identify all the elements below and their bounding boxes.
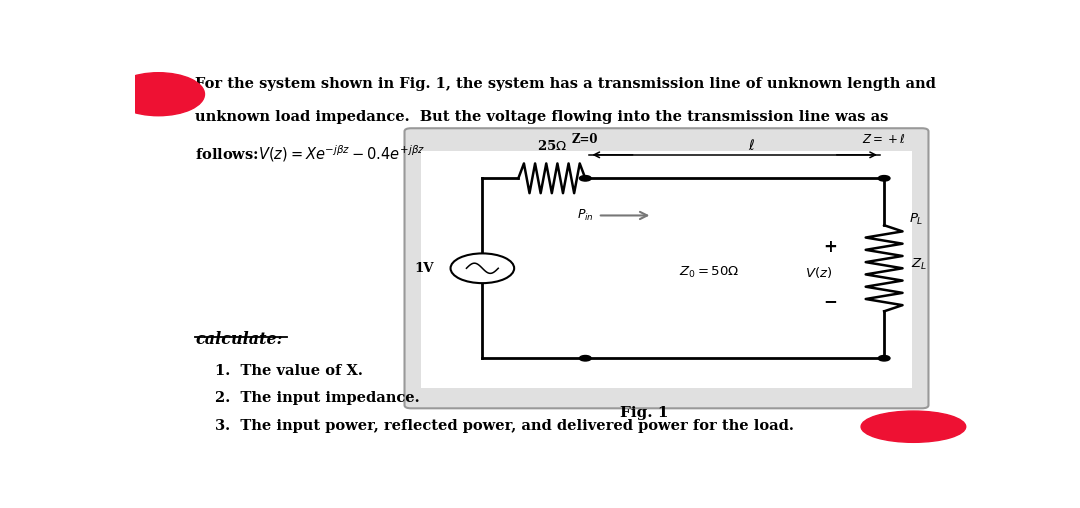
Circle shape — [878, 356, 890, 361]
Text: follows:$V(z) = Xe^{-j\beta z} - 0.4e^{+j\beta z}$: follows:$V(z) = Xe^{-j\beta z} - 0.4e^{+… — [195, 143, 426, 164]
Text: $P_{in}$: $P_{in}$ — [577, 208, 594, 223]
FancyBboxPatch shape — [421, 151, 912, 388]
Text: $V(z)$: $V(z)$ — [805, 265, 832, 280]
Ellipse shape — [861, 411, 966, 442]
Text: For the system shown in Fig. 1, the system has a transmission line of unknown le: For the system shown in Fig. 1, the syst… — [195, 77, 936, 90]
Text: $Z=+\ell$: $Z=+\ell$ — [863, 133, 906, 146]
Text: $Z_0 = 50\Omega$: $Z_0 = 50\Omega$ — [679, 265, 740, 280]
Text: $Z_L$: $Z_L$ — [910, 257, 927, 272]
Circle shape — [112, 73, 204, 116]
FancyBboxPatch shape — [405, 128, 929, 408]
Text: $P_L$: $P_L$ — [909, 212, 923, 227]
Text: 1V: 1V — [415, 262, 434, 275]
Text: Z=0: Z=0 — [572, 133, 598, 146]
Text: $\ell$: $\ell$ — [748, 138, 755, 153]
Text: +: + — [823, 238, 837, 256]
Text: 3.  The input power, reflected power, and delivered power for the load.: 3. The input power, reflected power, and… — [215, 419, 794, 433]
Circle shape — [580, 356, 591, 361]
Text: unknown load impedance.  But the voltage flowing into the transmission line was : unknown load impedance. But the voltage … — [195, 110, 889, 124]
Circle shape — [878, 176, 890, 181]
Text: 2.  The input impedance.: 2. The input impedance. — [215, 392, 419, 405]
Text: calculate:: calculate: — [195, 331, 283, 348]
Text: 1.  The value of X.: 1. The value of X. — [215, 364, 363, 378]
Text: Fig. 1: Fig. 1 — [620, 406, 669, 420]
Text: 25$\Omega$: 25$\Omega$ — [537, 139, 567, 153]
Text: −: − — [823, 293, 837, 310]
Circle shape — [580, 176, 591, 181]
Circle shape — [450, 253, 514, 283]
